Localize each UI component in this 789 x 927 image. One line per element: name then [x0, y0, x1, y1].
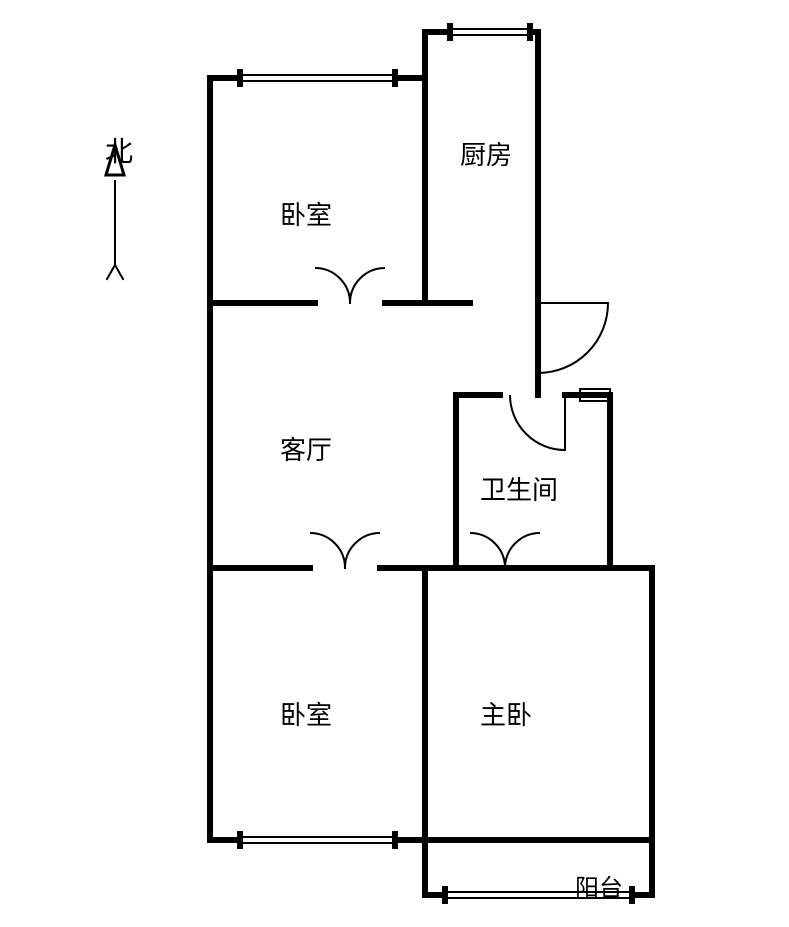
- north-label: 北: [105, 130, 133, 170]
- label-kitchen: 厨房: [460, 135, 512, 172]
- label-bedroom-top: 卧室: [280, 195, 332, 232]
- label-bedroom-bot: 卧室: [280, 695, 332, 732]
- label-balcony: 阳台: [575, 868, 623, 903]
- floor-plan: 北 厨房 卧室 客厅 卫生间 卧室 主卧 阳台: [0, 0, 789, 927]
- label-bathroom: 卫生间: [480, 470, 558, 507]
- label-master: 主卧: [480, 695, 532, 732]
- label-living: 客厅: [280, 430, 332, 467]
